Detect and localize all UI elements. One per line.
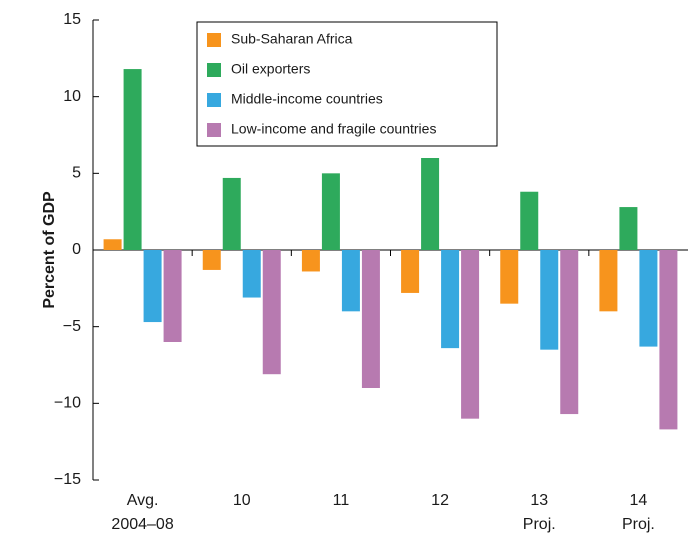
- bar: [163, 250, 182, 342]
- legend-box: [196, 21, 498, 147]
- bar: [143, 250, 162, 323]
- bar: [301, 250, 320, 272]
- bar: [659, 250, 678, 430]
- x-tick-label: 12: [431, 492, 449, 509]
- x-tick-label: Avg.: [127, 492, 159, 509]
- x-tick-label: 10: [233, 492, 251, 509]
- legend-swatch: [207, 93, 221, 107]
- bar: [123, 69, 142, 250]
- legend-label: Low-income and fragile countries: [231, 121, 436, 137]
- bar: [461, 250, 480, 419]
- legend-label: Middle-income countries: [231, 91, 383, 107]
- labels-layer: 15 10 5 0 −5 −10 −15 Avg. 2004–08 10 11 12 13 Proj. 14…: [54, 11, 655, 533]
- y-tick-label: 15: [63, 11, 81, 28]
- bar: [401, 250, 420, 293]
- bar: [619, 207, 638, 250]
- bar: [222, 177, 241, 250]
- bar: [560, 250, 579, 415]
- x-tick-label: Proj.: [523, 516, 556, 533]
- bar: [202, 250, 221, 270]
- x-tick-label: 14: [630, 492, 648, 509]
- legend-swatch: [207, 123, 221, 137]
- legend-label: Oil exporters: [231, 61, 310, 77]
- x-tick-label: 2004–08: [111, 516, 173, 533]
- bar: [421, 158, 440, 250]
- x-tick-label: 13: [530, 492, 548, 509]
- y-tick-label: 5: [72, 165, 81, 182]
- bars-layer: [103, 69, 678, 430]
- bar: [520, 191, 539, 250]
- y-tick-label: 0: [72, 241, 81, 258]
- y-tick-label: −5: [63, 318, 81, 335]
- bar: [441, 250, 460, 349]
- legend-swatch: [207, 33, 221, 47]
- bar: [103, 239, 122, 250]
- bar: [599, 250, 618, 312]
- legend-label: Sub-Saharan Africa: [231, 31, 353, 47]
- bar: [500, 250, 519, 304]
- x-tick-label: 11: [333, 492, 350, 509]
- bar: [262, 250, 281, 375]
- bar: [321, 173, 340, 250]
- y-tick-label: 10: [63, 88, 81, 105]
- legend: Sub-Saharan Africa Oil exporters Middle-in…: [196, 21, 498, 147]
- y-axis-title: Percent of GDP: [41, 191, 58, 309]
- y-tick-label: −10: [54, 395, 81, 412]
- x-tick-label: Proj.: [622, 516, 655, 533]
- y-tick-label: −15: [54, 471, 81, 488]
- bar: [341, 250, 360, 312]
- bar: [540, 250, 559, 350]
- axes-layer: [92, 19, 688, 481]
- legend-swatch: [207, 63, 221, 77]
- bar: [361, 250, 380, 388]
- bar: [242, 250, 261, 298]
- bar: [639, 250, 658, 347]
